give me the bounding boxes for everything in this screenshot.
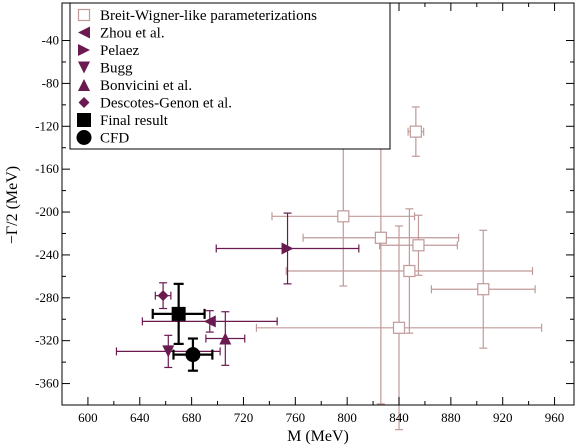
x-tick-label: 840 [389,410,409,425]
y-axis-label: −Γ/2 (MeV) [4,166,21,244]
y-tick-label: -80 [42,75,59,90]
y-tick-label: -200 [35,204,59,219]
data-point [162,345,175,358]
legend-marker [76,130,92,145]
data-point [403,264,416,278]
legend-label: Bonvicini et al. [100,78,192,94]
legend-label: Breit-Wigner-like parameterizations [100,8,317,24]
data-point [157,290,169,302]
legend-label: CFD [100,131,129,147]
data-point [281,242,294,255]
legend-label: Pelaez [100,43,139,59]
x-tick-label: 640 [130,410,150,425]
legend-marker [77,8,91,22]
x-tick-label: 680 [182,410,202,425]
tick-labels: 600 640 680 720 760 800 840 880 920 960 -40 -80 -120… [35,33,564,425]
y-tick-label: -360 [35,376,59,391]
legend-box [69,2,391,150]
legend-label: Bugg [100,61,133,77]
data-point [203,315,216,328]
legend-label: Zhou et al. [100,26,165,42]
data-point [185,347,201,363]
x-axis-label: M (MeV) [287,428,349,445]
data-point [477,283,490,296]
legend-label: Final result [100,113,169,129]
legend-label: Descotes-Genon et al. [100,96,232,112]
y-tick-label: -240 [35,247,59,262]
x-tick-label: 600 [78,410,98,425]
legend-marker [77,113,91,127]
y-tick-label: -160 [35,161,59,176]
data-point [219,332,232,345]
y-tick-label: -280 [35,290,59,305]
data-point [392,321,406,334]
x-tick-label: 960 [545,410,565,425]
data-point [409,125,422,138]
x-tick-label: 800 [337,410,357,425]
data-point [171,306,186,321]
data-point [337,210,350,223]
legend-marker [78,97,90,108]
y-tick-label: -320 [35,333,59,348]
legend-marker [78,26,90,39]
x-tick-label: 920 [493,410,513,425]
x-tick-label: 760 [286,410,306,425]
data-point [412,239,425,252]
legend-marker [78,44,90,56]
data-point [374,231,387,244]
y-tick-label: -40 [42,33,59,48]
legend-marker [78,79,90,91]
y-tick-label: -120 [35,118,59,133]
data-markers [157,125,490,363]
axis-ticks [62,3,574,405]
x-tick-label: 720 [234,410,254,425]
x-tick-label: 880 [441,410,461,425]
legend: Breit-Wigner-like parameterizations Zhou … [69,2,391,150]
legend-marker [78,61,90,74]
